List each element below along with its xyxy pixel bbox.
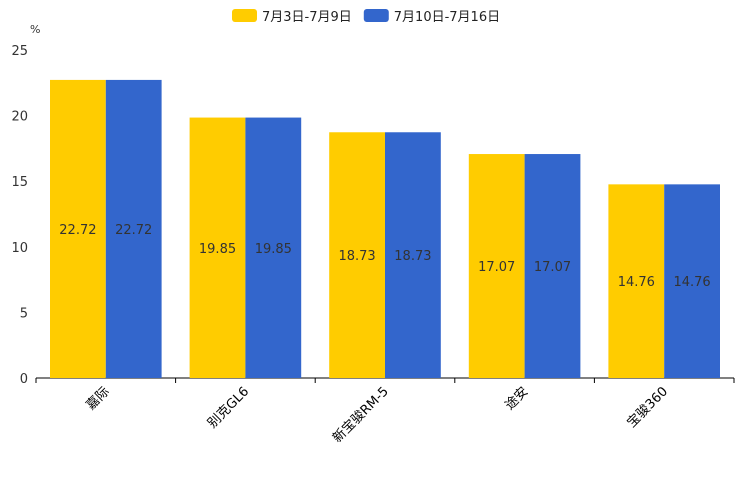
bar [385, 132, 441, 378]
x-tick-label: 新宝骏RM-5 [329, 384, 391, 446]
x-tick-label: 宝骏360 [624, 384, 671, 431]
x-tick-label: 途安 [502, 384, 532, 414]
legend-label[interactable]: 7月10日-7月16日 [394, 10, 500, 25]
bar [608, 184, 665, 378]
data-label: 14.76 [673, 275, 710, 290]
legend-label[interactable]: 7月3日-7月9日 [262, 10, 352, 25]
y-tick-label: 20 [11, 110, 28, 125]
data-label: 19.85 [255, 242, 292, 257]
bar [50, 79, 106, 378]
y-axis-label: % [30, 23, 40, 36]
bar [245, 117, 302, 379]
y-tick-label: 15 [11, 175, 28, 190]
data-label: 17.07 [478, 260, 515, 275]
data-label: 19.85 [199, 242, 236, 257]
bar [468, 154, 525, 378]
bar [189, 117, 246, 379]
data-label: 18.73 [338, 249, 375, 264]
data-label: 22.72 [115, 223, 152, 238]
x-tick-label: 嘉际 [84, 384, 113, 413]
legend-swatch[interactable] [363, 9, 389, 22]
y-tick-label: 10 [11, 241, 28, 256]
bar [664, 184, 720, 378]
y-tick-label: 25 [11, 44, 28, 59]
y-tick-label: 0 [20, 372, 28, 387]
data-label: 22.72 [59, 223, 96, 238]
bar [105, 79, 162, 378]
legend-swatch[interactable] [232, 9, 257, 22]
data-label: 18.73 [394, 249, 431, 264]
data-label: 17.07 [534, 260, 571, 275]
bar [329, 132, 385, 378]
y-tick-label: 5 [20, 306, 28, 321]
bar [524, 154, 581, 378]
x-tick-label: 别克GL6 [205, 384, 252, 431]
data-label: 14.76 [618, 275, 655, 290]
